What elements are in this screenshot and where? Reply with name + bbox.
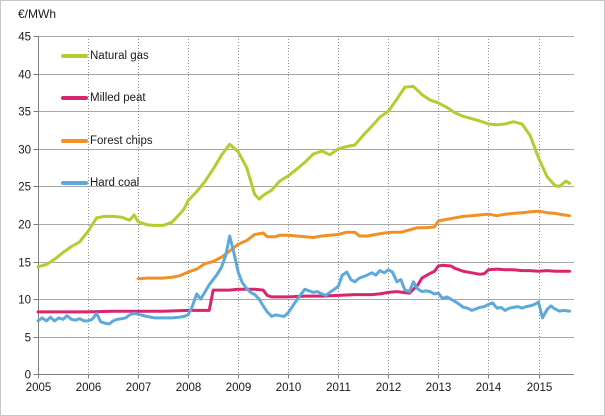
series-line-natural-gas [36,84,571,269]
y-tick-label: 40 [18,70,31,82]
x-tick-label: 2013 [426,382,452,394]
legend-label-forest-chips: Forest chips [90,134,153,147]
x-tick-label: 2012 [376,382,402,394]
legend-swatch-natural-gas [61,53,88,58]
x-tick-label: 2011 [326,382,351,394]
legend-swatch-milled-peat [61,96,88,100]
tick-label-layer: 0 5 10 15 20 25 30 35 40 45 2005 2006 2007 2008 2009 20… [18,32,552,395]
series-line-forest-chips [136,209,571,281]
legend-item-hard-coal: Hard coal [61,176,153,191]
chart-legend: Natural gas Milled peat Forest chips Har… [61,48,153,218]
x-tick-label: 2014 [476,382,502,394]
y-tick-label: 45 [18,32,31,44]
grid-layer [38,36,574,375]
y-tick-label: 15 [18,258,31,270]
legend-label-hard-coal: Hard coal [90,177,140,189]
legend-swatch-forest-chips [61,138,88,143]
legend-item-forest-chips: Forest chips [61,133,153,148]
legend-swatch-hard-coal [61,181,88,185]
axis-layer [33,36,574,379]
y-tick-label: 30 [18,145,31,157]
x-tick-label: 2009 [226,382,252,394]
y-tick-label: 0 [25,370,31,382]
y-tick-label: 35 [18,107,31,119]
x-tick-label: 2007 [126,382,152,394]
legend-label-milled-peat: Milled peat [90,92,146,104]
x-tick-label: 2006 [76,382,102,394]
series-line-hard-coal [36,234,571,326]
legend-item-milled-peat: Milled peat [61,91,153,106]
x-tick-label: 2010 [276,382,302,394]
y-tick-label: 20 [18,220,31,232]
legend-item-natural-gas: Natural gas [61,48,153,63]
x-tick-label: 2005 [26,382,52,394]
legend-label-natural-gas: Natural gas [90,49,149,62]
y-axis-unit-label: €/MWh [18,7,57,21]
x-tick-label: 2008 [176,382,202,394]
series-line-milled-peat [36,263,571,314]
y-tick-label: 25 [18,182,31,194]
series-layer [36,84,571,326]
y-tick-label: 5 [25,333,31,345]
y-tick-label: 10 [18,295,31,307]
x-tick-label: 2015 [527,382,553,394]
